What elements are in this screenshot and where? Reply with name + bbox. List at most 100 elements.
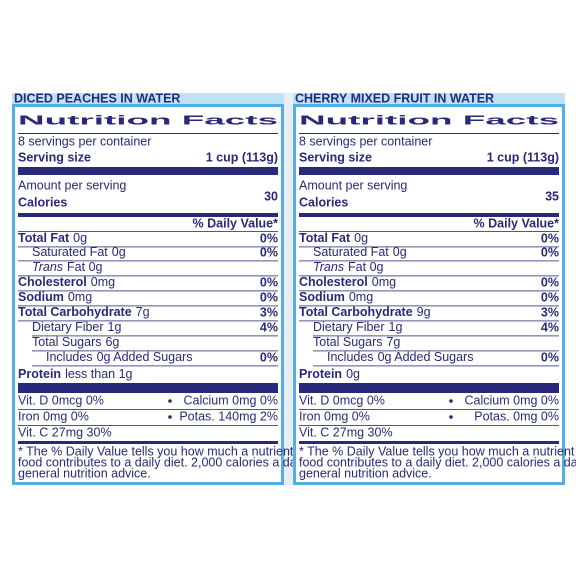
nutrient-name: Total Sugars — [32, 335, 101, 349]
nutrient-name: Trans — [313, 260, 344, 274]
nutrient-amount: Fat 0g — [348, 260, 383, 274]
rule — [18, 320, 278, 322]
rule — [18, 246, 278, 248]
vitamin-right: Potas. 140mg 2% — [179, 409, 278, 423]
rule — [18, 305, 278, 307]
product-strip — [293, 93, 565, 104]
rule — [313, 365, 559, 367]
nutrient-dv: 0% — [260, 290, 278, 304]
nutrient-name: Total Sugars — [313, 335, 382, 349]
nutrient-row: Includes 0g Added Sugars — [327, 350, 473, 364]
nutrient-row: Trans Fat 0g — [313, 260, 384, 274]
nutrient-row: Protein 0g — [299, 367, 360, 381]
nutrient-name: Cholesterol — [299, 275, 368, 289]
nutrient-amount: 0g — [73, 231, 87, 245]
calories-value: 35 — [545, 189, 559, 203]
serving-size-value: 1 cup (113g) — [206, 150, 278, 164]
rule — [299, 167, 559, 175]
nutrient-name: Cholesterol — [18, 275, 87, 289]
rule — [18, 213, 278, 217]
calories-value: 30 — [264, 189, 278, 203]
vitamin-left: Iron 0mg 0% — [299, 409, 370, 423]
rule — [18, 167, 278, 175]
nutrient-name: Total Carbohydrate — [18, 305, 132, 319]
vitamin-left: Vit. C 27mg 30% — [18, 425, 112, 439]
rule — [299, 275, 559, 277]
nutrient-dv: 0% — [541, 275, 559, 289]
rule — [32, 335, 278, 337]
nutrient-row: Cholesterol 0mg — [299, 275, 396, 289]
nutrient-dv: 4% — [260, 320, 278, 334]
nutrient-name: Includes — [327, 350, 374, 364]
nutrient-dv: 0% — [260, 245, 278, 259]
footnote: * The % Daily Value tells you how much a… — [18, 444, 375, 458]
rule — [299, 231, 559, 232]
footnote: * The % Daily Value tells you how much a… — [299, 444, 576, 458]
vitamin-right: Potas. 0mg 0% — [474, 409, 559, 423]
serving-size-label: Serving size — [299, 150, 372, 164]
nutrient-row: Total Carbohydrate 9g — [299, 305, 431, 319]
footnote: general nutrition advice. — [299, 466, 432, 480]
nutrient-row: Saturated Fat 0g — [313, 245, 407, 259]
bullet — [168, 399, 172, 403]
rule — [18, 260, 278, 262]
nutrient-name: Trans — [32, 260, 63, 274]
nutrient-amount: 0g — [393, 245, 407, 259]
nutrient-amount: less than 1g — [65, 367, 132, 381]
nutrient-dv: 0% — [541, 290, 559, 304]
nutrient-amount: Fat 0g — [67, 260, 102, 274]
servings: 8 servings per container — [299, 134, 432, 148]
nutrient-amount: 0g Added Sugars — [378, 350, 474, 364]
servings: 8 servings per container — [18, 134, 151, 148]
nutrient-row: Sodium 0mg — [18, 290, 92, 304]
footnote: food contributes to a daily diet. 2,000 … — [299, 455, 576, 469]
nutrient-name: Protein — [18, 367, 61, 381]
product-name: DICED PEACHES IN WATER — [14, 91, 180, 105]
nutrient-name: Saturated Fat — [313, 245, 389, 259]
nutrient-amount: 7g — [136, 305, 150, 319]
nutrient-dv: 0% — [260, 350, 278, 364]
nutrient-dv: 0% — [260, 275, 278, 289]
nutrient-row: Protein less than 1g — [18, 367, 133, 381]
amount-per-serving: Amount per serving — [18, 178, 126, 192]
nutrient-amount: 0g Added Sugars — [97, 350, 193, 364]
nutrient-amount: 6g — [105, 335, 119, 349]
label-title: Nutrition Facts — [18, 113, 278, 127]
nutrient-row: Total Carbohydrate 7g — [18, 305, 150, 319]
rule — [299, 409, 559, 410]
calories-label: Calories — [299, 195, 348, 209]
nutrient-dv: 0% — [541, 245, 559, 259]
nutrient-dv: 0% — [541, 231, 559, 245]
nutrient-name: Saturated Fat — [32, 245, 108, 259]
nutrient-name: Dietary Fiber — [313, 320, 385, 334]
nutrient-name: Sodium — [18, 290, 64, 304]
nutrient-row: Total Sugars 7g — [313, 335, 400, 349]
rule — [18, 383, 278, 393]
nutrient-row: Cholesterol 0mg — [18, 275, 115, 289]
nutrient-row: Dietary Fiber 1g — [32, 320, 121, 334]
vitamin-right: Calcium 0mg 0% — [465, 393, 559, 407]
nutrient-amount: 0mg — [349, 290, 373, 304]
rule — [18, 441, 278, 444]
bullet — [168, 415, 172, 419]
rule — [18, 133, 278, 134]
nutrient-amount: 0g — [112, 245, 126, 259]
nutrient-amount: 1g — [108, 320, 122, 334]
nutrient-row: Sodium 0mg — [299, 290, 373, 304]
daily-value-header: % Daily Value* — [193, 216, 279, 230]
nutrient-row: Includes 0g Added Sugars — [46, 350, 192, 364]
rule — [299, 213, 559, 217]
rule — [299, 305, 559, 307]
nutrient-dv: 0% — [260, 231, 278, 245]
vitamin-left: Vit. D 0mcg 0% — [299, 393, 385, 407]
nutrient-name: Total Carbohydrate — [299, 305, 413, 319]
rule — [18, 290, 278, 292]
nutrient-row: Total Fat 0g — [18, 231, 87, 245]
bullet — [449, 415, 453, 419]
nutrient-dv: 3% — [260, 305, 278, 319]
nutrient-amount: 0g — [346, 367, 360, 381]
rule — [18, 425, 278, 426]
nutrient-name: Dietary Fiber — [32, 320, 104, 334]
rule — [18, 409, 278, 410]
